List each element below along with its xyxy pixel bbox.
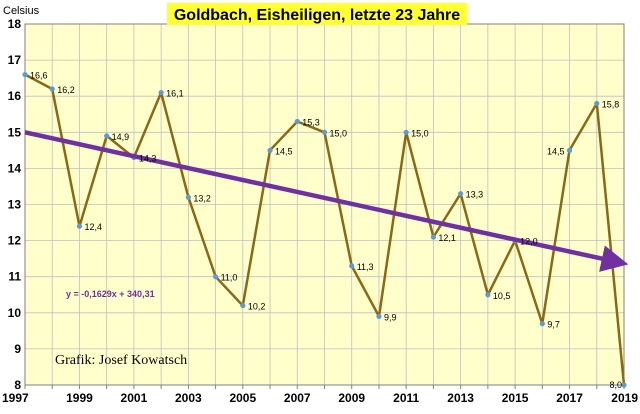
data-point	[430, 234, 437, 240]
data-point	[294, 118, 300, 125]
y-tick-label: 14	[8, 161, 22, 175]
data-labels: 16,6 16,2 12,4 14,9 14,3 16,1 13,2 11,0 10,2 14,5…	[30, 71, 622, 390]
data-label: 14,5	[547, 146, 565, 156]
data-label: 11,3	[357, 262, 374, 272]
data-point	[403, 129, 409, 135]
y-axis-title: Celsius	[3, 5, 40, 17]
data-point	[158, 89, 164, 96]
y-tick-label: 17	[8, 53, 22, 67]
x-tick-label: 2005	[229, 391, 256, 405]
y-tick-label: 12	[8, 234, 22, 248]
data-point	[349, 263, 355, 269]
data-point	[49, 86, 55, 92]
x-tick-label: 2017	[556, 391, 583, 405]
data-label: 12,4	[84, 222, 102, 232]
data-label: 15,3	[302, 117, 320, 127]
data-point	[104, 133, 110, 139]
data-point	[458, 191, 464, 197]
data-label: 13,2	[193, 193, 211, 203]
data-point	[267, 147, 273, 153]
data-point	[22, 71, 28, 78]
data-point	[212, 274, 219, 280]
x-axis: 1997 1999 2001 2003 2005 2007 2009 2011 2013 2015…	[2, 385, 638, 405]
data-point	[594, 100, 600, 107]
y-tick-label: 9	[14, 342, 21, 356]
x-tick-label: 2019	[611, 391, 638, 405]
y-tick-label: 15	[8, 125, 22, 139]
data-label: 10,2	[248, 302, 266, 312]
trendline-arrow	[24, 130, 629, 272]
data-point	[376, 313, 382, 320]
data-label: 14,9	[112, 132, 130, 142]
data-point	[185, 194, 191, 200]
data-label: 13,3	[466, 190, 484, 200]
data-point	[240, 302, 246, 309]
data-point	[621, 382, 627, 388]
x-tick-label: 2015	[502, 391, 529, 405]
data-label: 16,2	[57, 85, 75, 95]
data-label: 14,5	[275, 146, 293, 156]
data-label: 14,3	[139, 154, 157, 164]
y-tick-label: 13	[8, 198, 22, 212]
chart-credit: Grafik: Josef Kowatsch	[55, 353, 187, 368]
data-point	[321, 129, 328, 135]
data-label: 15,0	[411, 128, 429, 138]
data-label: 9,7	[547, 320, 560, 330]
data-label: 10,5	[493, 291, 511, 301]
data-point	[485, 292, 491, 298]
data-label: 9,9	[384, 312, 397, 322]
trendline	[24, 130, 629, 272]
y-tick-label: 16	[8, 89, 22, 103]
data-label: 12,0	[520, 237, 538, 247]
x-tick-label: 2009	[338, 391, 365, 405]
x-tick-label: 1999	[66, 391, 93, 405]
data-label: 16,1	[166, 89, 184, 99]
x-tick-label: 2001	[121, 391, 148, 405]
x-tick-label: 2011	[393, 391, 419, 405]
x-tick-label: 1997	[2, 391, 29, 405]
x-tick-label: 2003	[175, 391, 202, 405]
y-axis: 8 9 10 11 12 13 14 15 16 17 18	[8, 17, 22, 392]
y-tick-label: 8	[14, 378, 21, 392]
y-tick-label: 10	[8, 306, 22, 320]
data-label: 15,8	[602, 99, 620, 109]
x-tick-label: 2013	[447, 391, 474, 405]
data-point	[566, 147, 573, 153]
trendline-equation: y = -0,1629x + 340,31	[66, 289, 155, 299]
data-point	[76, 223, 83, 229]
y-tick-label: 11	[8, 270, 21, 284]
chart-title: Goldbach, Eisheiligen, letzte 23 Jahre	[174, 7, 460, 24]
data-point	[539, 321, 545, 327]
data-label: 16,6	[30, 71, 48, 81]
data-label: 15,0	[330, 128, 348, 138]
chart-title-box	[167, 3, 467, 25]
x-tick-label: 2007	[284, 391, 311, 405]
y-tick-label: 18	[8, 17, 22, 31]
data-label: 8,0	[609, 380, 622, 390]
data-label: 12,1	[438, 233, 456, 243]
data-label: 11,0	[221, 273, 238, 283]
